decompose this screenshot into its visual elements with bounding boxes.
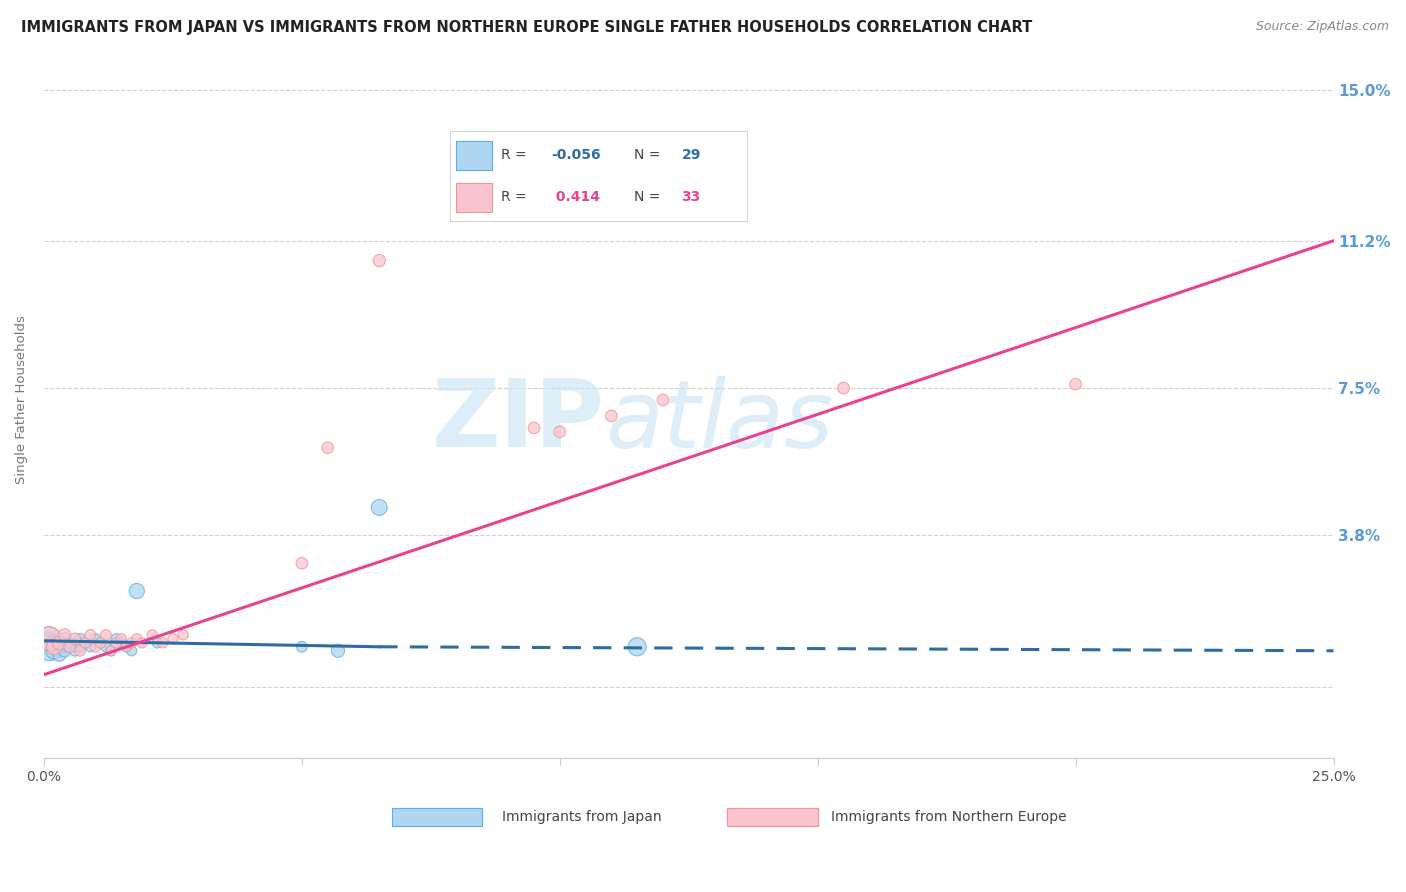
Point: [652, 392, 675, 407]
Point: [38, 632, 60, 646]
Point: [44, 644, 66, 658]
Point: [79, 640, 101, 654]
Point: [291, 640, 314, 654]
Point: [1064, 377, 1087, 392]
Point: [90, 636, 112, 650]
Point: [125, 632, 148, 646]
Point: [832, 381, 855, 395]
Point: [38, 640, 60, 654]
Point: [368, 500, 391, 515]
FancyBboxPatch shape: [392, 808, 482, 826]
Point: [94, 640, 117, 654]
Point: [44, 640, 66, 654]
Point: [125, 584, 148, 599]
Text: ZIP: ZIP: [432, 376, 605, 467]
Point: [121, 644, 143, 658]
Point: [59, 636, 82, 650]
Point: [110, 632, 132, 646]
Point: [84, 632, 107, 646]
Point: [105, 632, 128, 646]
Point: [152, 636, 174, 650]
Point: [368, 253, 391, 268]
Point: [326, 644, 349, 658]
Point: [115, 640, 138, 654]
Text: Immigrants from Japan: Immigrants from Japan: [502, 810, 661, 824]
Point: [141, 628, 163, 642]
Point: [100, 644, 122, 658]
Point: [600, 409, 623, 423]
Y-axis label: Single Father Households: Single Father Households: [15, 316, 28, 484]
FancyBboxPatch shape: [727, 808, 818, 826]
Point: [75, 636, 97, 650]
Point: [63, 644, 86, 658]
Point: [84, 640, 107, 654]
Point: [75, 636, 97, 650]
Text: IMMIGRANTS FROM JAPAN VS IMMIGRANTS FROM NORTHERN EUROPE SINGLE FATHER HOUSEHOLD: IMMIGRANTS FROM JAPAN VS IMMIGRANTS FROM…: [21, 20, 1032, 35]
Point: [53, 644, 76, 658]
Point: [121, 636, 143, 650]
Point: [105, 636, 128, 650]
Point: [63, 632, 86, 646]
Point: [69, 640, 91, 654]
Point: [626, 640, 648, 654]
Point: [79, 628, 101, 642]
Point: [59, 640, 82, 654]
Point: [446, 142, 468, 156]
Point: [53, 628, 76, 642]
Point: [548, 425, 571, 439]
Point: [44, 636, 66, 650]
Text: Immigrants from Northern Europe: Immigrants from Northern Europe: [831, 810, 1066, 824]
Point: [110, 636, 132, 650]
Point: [69, 644, 91, 658]
Text: atlas: atlas: [605, 376, 834, 467]
Text: Source: ZipAtlas.com: Source: ZipAtlas.com: [1256, 20, 1389, 33]
Point: [172, 628, 194, 642]
Point: [131, 636, 153, 650]
Point: [48, 640, 70, 654]
Point: [48, 648, 70, 662]
Point: [146, 636, 169, 650]
Point: [162, 632, 184, 646]
Point: [523, 421, 546, 435]
Point: [38, 632, 60, 646]
Point: [48, 636, 70, 650]
Point: [316, 441, 339, 455]
Point: [115, 640, 138, 654]
Point: [291, 556, 314, 570]
Point: [53, 632, 76, 646]
Point: [59, 640, 82, 654]
Point: [90, 636, 112, 650]
Point: [94, 628, 117, 642]
Point: [100, 644, 122, 658]
Point: [69, 632, 91, 646]
